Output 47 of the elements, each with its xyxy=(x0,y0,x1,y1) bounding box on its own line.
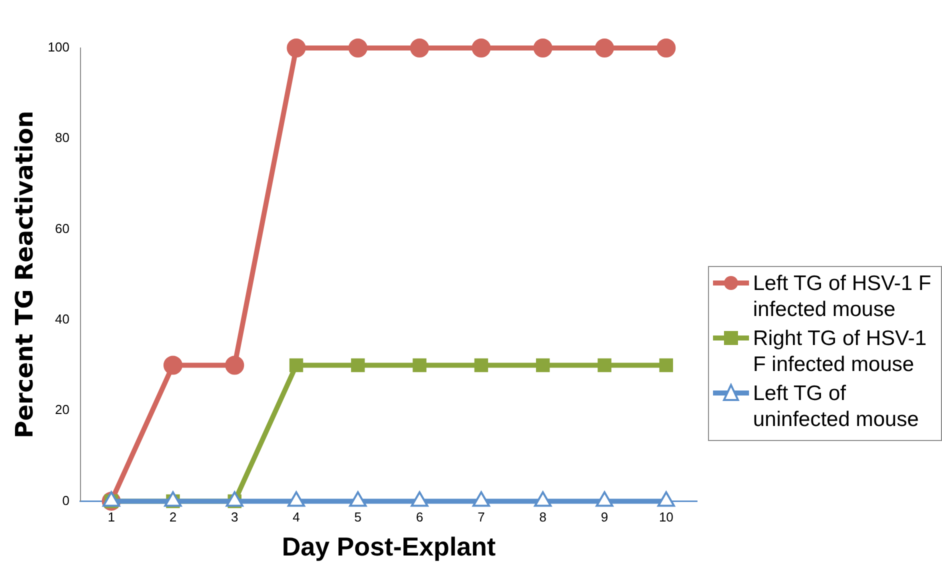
point xyxy=(410,38,430,58)
point xyxy=(226,491,244,507)
point xyxy=(656,38,676,58)
point xyxy=(351,358,365,372)
point xyxy=(472,38,491,58)
point xyxy=(410,491,428,507)
x-tick-label: 6 xyxy=(416,510,424,525)
point xyxy=(657,491,675,507)
legend-label: Left TG of HSV-1 F infected mouse xyxy=(753,271,932,323)
x-tick-label: 10 xyxy=(658,510,674,525)
point xyxy=(595,38,614,58)
point xyxy=(349,491,367,507)
point xyxy=(536,358,550,372)
point xyxy=(533,38,552,58)
point xyxy=(596,491,614,507)
y-tick-label: 0 xyxy=(62,492,70,508)
y-axis-title: Percent TG Reactivation xyxy=(10,110,39,438)
y-tick-label: 60 xyxy=(55,220,70,236)
x-tick-label: 9 xyxy=(600,510,608,525)
y-tick-label: 80 xyxy=(55,130,70,146)
x-tick-label: 3 xyxy=(231,510,238,525)
point xyxy=(289,358,304,372)
y-tick-label: 20 xyxy=(55,402,70,418)
point xyxy=(286,38,306,58)
legend-label: Left TG of uninfected mouse xyxy=(753,381,920,433)
point xyxy=(163,356,182,375)
point xyxy=(348,38,368,58)
x-tick-label: 1 xyxy=(108,510,115,525)
x-tick-label: 7 xyxy=(478,510,485,525)
point xyxy=(659,358,674,372)
legend-label: Right TG of HSV-1 F infected mouse xyxy=(753,326,928,378)
point xyxy=(287,491,306,507)
point xyxy=(412,358,426,372)
x-tick-label: 8 xyxy=(539,510,546,525)
y-tick-label: 40 xyxy=(55,312,70,326)
point xyxy=(598,358,612,372)
x-axis-title: Day Post-Explant xyxy=(282,532,496,562)
x-tick-label: 2 xyxy=(169,510,177,525)
point xyxy=(102,491,120,507)
point xyxy=(534,491,552,507)
y-tick-label: 100 xyxy=(48,40,70,55)
point xyxy=(225,356,244,375)
point xyxy=(474,358,488,372)
x-tick-label: 4 xyxy=(292,510,300,525)
point xyxy=(472,491,490,507)
point xyxy=(164,491,182,507)
x-tick-label: 5 xyxy=(354,510,362,525)
